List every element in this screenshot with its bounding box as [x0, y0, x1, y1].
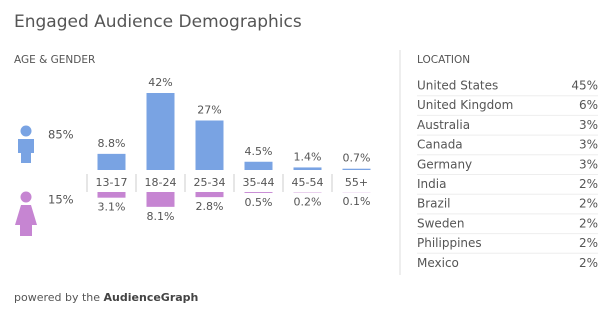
bar [195, 192, 224, 198]
x-tick-label: 13-17 [96, 176, 128, 189]
location-value: 2% [579, 216, 598, 230]
x-tick-label: 45-54 [292, 176, 324, 189]
location-name: Germany [417, 157, 472, 171]
footer-brand: AudienceGraph [104, 291, 199, 304]
value-label: 0.7% [343, 152, 371, 165]
bar [195, 120, 224, 170]
value-label: 8.1% [147, 210, 175, 223]
location-name: United States [417, 79, 498, 93]
x-tick-label: 35-44 [243, 176, 275, 189]
location-value: 2% [579, 256, 598, 270]
value-label: 1.4% [294, 150, 322, 163]
location-name: United Kingdom [417, 98, 513, 112]
footer-prefix: powered by the [14, 291, 100, 304]
location-name: Philippines [417, 236, 482, 250]
section-title: AGE & GENDER [14, 54, 95, 66]
value-label: 2.8% [196, 200, 224, 213]
location-value: 6% [579, 98, 598, 112]
bar [244, 161, 273, 170]
location-value: 2% [579, 177, 598, 191]
location-value: 3% [579, 157, 598, 171]
value-label: 0.2% [294, 195, 322, 208]
location-value: 3% [579, 118, 598, 132]
location-name: Canada [417, 138, 463, 152]
bar [97, 153, 126, 170]
male-share: 85% [48, 128, 74, 142]
location-name: Sweden [417, 216, 464, 230]
x-tick-label: 18-24 [145, 176, 177, 189]
title: Engaged Audience Demographics [14, 12, 302, 32]
bar [146, 192, 175, 207]
location-name: Australia [417, 118, 470, 132]
location-name: Mexico [417, 256, 459, 270]
value-label: 42% [148, 76, 172, 89]
location-title: LOCATION [417, 54, 470, 66]
bar [97, 192, 126, 198]
female-icon [15, 191, 37, 236]
female-share: 15% [48, 193, 74, 207]
value-label: 8.8% [98, 137, 126, 150]
location-value: 45% [571, 79, 598, 93]
bar [342, 168, 371, 170]
location-name: Brazil [417, 197, 451, 211]
bar [244, 192, 273, 193]
x-tick-label: 55+ [345, 176, 368, 189]
value-label: 0.5% [245, 196, 273, 209]
location-value: 3% [579, 138, 598, 152]
bar [146, 93, 175, 170]
x-tick-label: 25-34 [194, 176, 226, 189]
location-value: 2% [579, 197, 598, 211]
bar [293, 167, 322, 170]
location-name: India [417, 177, 446, 191]
value-label: 27% [197, 104, 221, 117]
value-label: 4.5% [245, 145, 273, 158]
footer: powered by the AudienceGraph [14, 291, 198, 304]
location-value: 2% [579, 236, 598, 250]
value-label: 0.1% [343, 195, 371, 208]
value-label: 3.1% [98, 201, 126, 214]
male-icon [18, 125, 34, 163]
